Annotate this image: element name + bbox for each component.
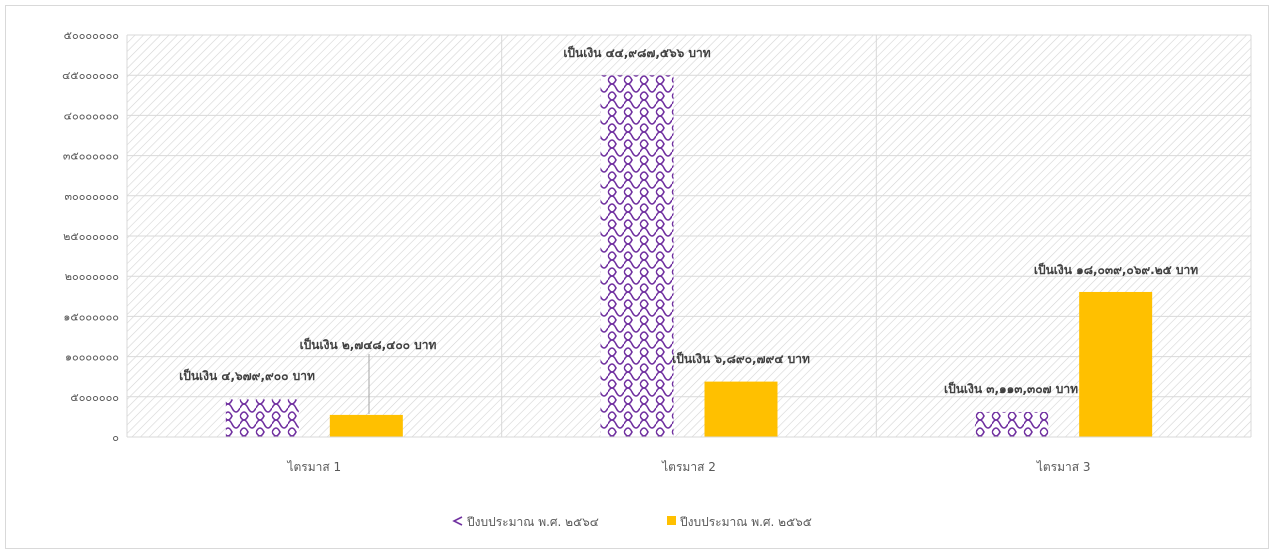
data-label: เป็นเงิน ๒,๗๔๘,๔๐๐ บาท [300, 337, 437, 352]
data-labels: เป็นเงิน ๔,๖๗๙,๙๐๐ บาท เป็นเงิน ๔๔,๙๘๗,๕๖… [179, 45, 1198, 414]
x-tick-label: ไตรมาส 1 [286, 460, 341, 474]
y-tick-label: ๕๐๐๐๐๐๐ [70, 391, 119, 404]
y-tick-label: ๑๐๐๐๐๐๐๐ [65, 351, 119, 364]
bar-fy2564-q3 [975, 411, 1049, 437]
y-axis: ๐ ๕๐๐๐๐๐๐ ๑๐๐๐๐๐๐๐ ๑๕๐๐๐๐๐๐ ๒๐๐๐๐๐๐๐ ๒๕๐๐๐๐๐๐… [62, 29, 119, 444]
data-label: เป็นเงิน ๖,๘๙๐,๗๙๔ บาท [672, 351, 810, 366]
y-tick-label: ๒๐๐๐๐๐๐๐ [65, 270, 119, 283]
data-label: เป็นเงิน ๔๔,๙๘๗,๕๖๖ บาท [563, 45, 710, 60]
legend-marker-fy2565 [667, 516, 676, 525]
bar-fy2564-q2 [600, 75, 674, 437]
bars [225, 75, 1153, 437]
bar-fy2565-q2 [704, 381, 778, 437]
gridlines [126, 34, 1252, 438]
y-tick-label: ๓๐๐๐๐๐๐๐ [64, 190, 119, 203]
bar-fy2565-q3 [1079, 291, 1153, 437]
y-tick-label: ๒๕๐๐๐๐๐๐ [63, 230, 119, 243]
y-tick-label: ๔๐๐๐๐๐๐๐ [64, 109, 119, 122]
y-tick-label: ๑๕๐๐๐๐๐๐ [63, 310, 119, 323]
y-tick-label: ๐ [112, 431, 119, 444]
y-tick-label: ๕๐๐๐๐๐๐๐ [64, 29, 119, 42]
y-tick-label: ๓๕๐๐๐๐๐๐ [63, 150, 119, 163]
data-label: เป็นเงิน ๔,๖๗๙,๙๐๐ บาท [179, 368, 315, 383]
bar-fy2564-q1 [225, 399, 299, 437]
legend: ปีงบประมาณ พ.ศ. ๒๕๖๔ ปีงบประมาณ พ.ศ. ๒๕๖๕ [452, 515, 812, 529]
legend-marker-fy2564 [452, 516, 463, 526]
x-axis: ไตรมาส 1 ไตรมาส 2 ไตรมาส 3 [127, 436, 1251, 474]
bar-fy2565-q1 [329, 414, 403, 437]
y-tick-label: ๔๕๐๐๐๐๐๐ [62, 69, 119, 82]
x-tick-label: ไตรมาส 2 [661, 460, 716, 474]
x-tick-label: ไตรมาส 3 [1036, 460, 1091, 474]
legend-label-fy2564: ปีงบประมาณ พ.ศ. ๒๕๖๔ [466, 515, 598, 529]
legend-label-fy2565: ปีงบประมาณ พ.ศ. ๒๕๖๕ [679, 515, 811, 529]
data-label: เป็นเงิน ๑๘,๐๓๙,๐๖๙.๒๕ บาท [1034, 262, 1198, 277]
data-label: เป็นเงิน ๓,๑๑๓,๓๐๗ บาท [944, 381, 1078, 396]
